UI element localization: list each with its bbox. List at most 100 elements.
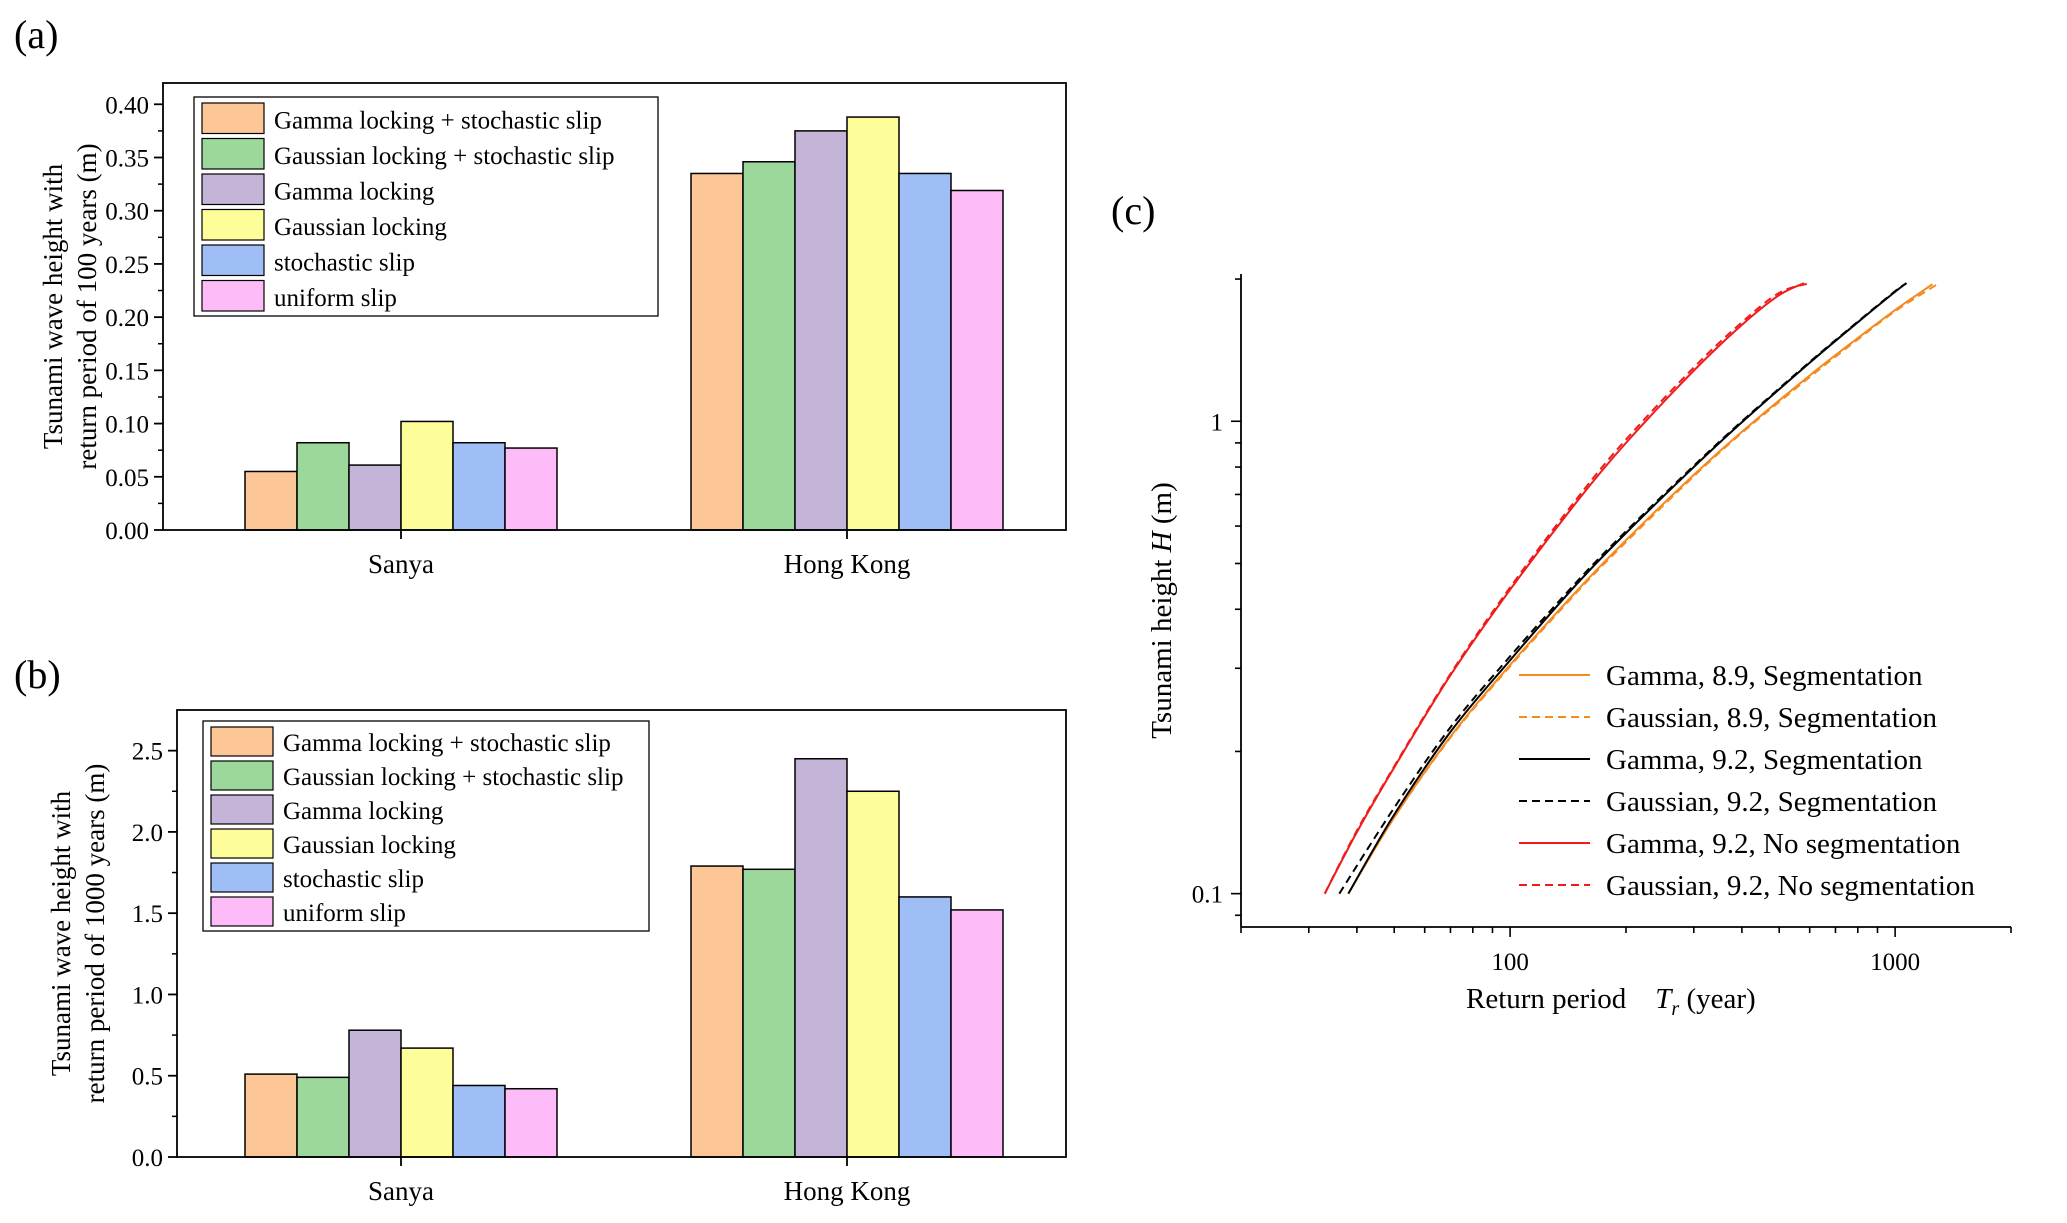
category-label-a: Hong Kong <box>784 549 911 579</box>
series-line-gaussian-8-9-segmentation <box>1347 282 1940 895</box>
category-label-b: Hong Kong <box>784 1176 911 1206</box>
legend-swatch-a <box>201 208 265 241</box>
bar-a-stochastic-slip-sanya <box>452 441 506 531</box>
y-tick-label-a: 0.05 <box>105 465 149 492</box>
legend-label-c: Gamma, 9.2, Segmentation <box>1606 744 1923 776</box>
legend-label-b: Gaussian locking + stochastic slip <box>283 764 623 791</box>
legend-label-a: stochastic slip <box>274 250 415 277</box>
x-tick-label-c: 1000 <box>1870 949 1920 976</box>
legend-label-c: Gaussian, 8.9, Segmentation <box>1606 702 1938 734</box>
bar-b-gamma-locking-stochastic-slip-sanya <box>244 1073 298 1158</box>
series-line-gamma-8-9-segmentation <box>1347 283 1933 895</box>
panel-label-c: (c) <box>1111 188 1155 233</box>
x-axis-title-c: Return period Tr (year) <box>1466 983 1756 1020</box>
y-axis-title-a: return period of 100 years (m) <box>72 143 102 469</box>
y-tick-label-b: 0.0 <box>132 1145 163 1172</box>
chart-panel-a: 0.00 0.05 0.10 0.15 0.20 0.25 0.30 0.35 0.40 Sany… <box>38 82 1067 579</box>
bar-b-uniform-slip-sanya <box>504 1087 558 1158</box>
legend-box-a <box>193 96 659 317</box>
y-axis-title-b: return period of 1000 years (m) <box>80 764 110 1104</box>
bar-b-gamma-locking-stochastic-slip-hong-kong <box>690 865 744 1158</box>
y-axis-title-b: Tsunami wave height with <box>46 790 76 1076</box>
legend-label-a: Gamma locking + stochastic slip <box>274 108 602 135</box>
bar-a-gamma-locking-stochastic-slip-sanya <box>244 470 298 531</box>
panel-label-b: (b) <box>14 652 61 697</box>
bar-a-gamma-locking-stochastic-slip-hong-kong <box>690 172 744 531</box>
series-line-gamma-9-2-segmentation <box>1347 282 1908 895</box>
legend-swatch-b <box>210 726 274 757</box>
plot-frame-b <box>176 709 1067 1158</box>
y-tick-label-a: 0.00 <box>105 518 149 545</box>
bar-a-gamma-locking-hong-kong <box>794 130 848 531</box>
bar-b-gaussian-locking-hong-kong <box>846 790 900 1158</box>
y-tick-label-c: 1 <box>1211 409 1224 436</box>
bar-b-gaussian-locking-stochastic-slip-hong-kong <box>742 868 796 1158</box>
y-tick-label-c: 0.1 <box>1192 882 1223 909</box>
bar-a-gaussian-locking-stochastic-slip-hong-kong <box>742 161 796 531</box>
legend-label-b: uniform slip <box>283 900 406 927</box>
bar-a-uniform-slip-hong-kong <box>950 189 1004 531</box>
legend-swatch-a <box>201 279 265 312</box>
y-tick-label-b: 2.0 <box>132 820 163 847</box>
y-tick-label-a: 0.35 <box>105 146 149 173</box>
y-tick-label-a: 0.25 <box>105 252 149 279</box>
y-axis-title-a: Tsunami wave height with <box>38 163 68 449</box>
legend-label-c: Gaussian, 9.2, Segmentation <box>1606 786 1938 818</box>
y-tick-label-a: 0.40 <box>105 92 149 119</box>
bar-a-gaussian-locking-hong-kong <box>846 116 900 531</box>
bar-b-stochastic-slip-hong-kong <box>898 896 952 1158</box>
y-axis-title-c: Tsunami height H (m) <box>1146 482 1178 739</box>
bar-a-gaussian-locking-sanya <box>400 420 454 531</box>
bar-a-uniform-slip-sanya <box>504 447 558 531</box>
legend-label-b: stochastic slip <box>283 866 424 893</box>
x-tick-label-c: 100 <box>1491 949 1529 976</box>
bar-a-gamma-locking-sanya <box>348 464 402 531</box>
legend-swatch-b <box>210 794 274 825</box>
bar-b-stochastic-slip-sanya <box>452 1084 506 1158</box>
legend-label-a: uniform slip <box>274 285 397 312</box>
chart-panel-b: 0.0 0.5 1.0 1.5 2.0 2.5 Sanya Hong Kong Tsunami … <box>46 709 1067 1206</box>
category-label-a: Sanya <box>368 549 434 579</box>
legend-label-b: Gaussian locking <box>283 832 456 859</box>
legend-swatch-a <box>201 173 265 206</box>
legend-label-a: Gaussian locking + stochastic slip <box>274 143 614 170</box>
panel-label-a: (a) <box>14 12 58 57</box>
legend-label-a: Gamma locking <box>274 179 435 206</box>
bar-b-gaussian-locking-stochastic-slip-sanya <box>296 1076 350 1158</box>
series-line-gaussian-9-2-segmentation <box>1338 282 1907 895</box>
legend-label-b: Gamma locking + stochastic slip <box>283 730 611 757</box>
category-label-b: Sanya <box>368 1176 434 1206</box>
y-tick-label-b: 2.5 <box>132 739 163 766</box>
legend-label-c: Gaussian, 9.2, No segmentation <box>1606 870 1975 902</box>
legend-box-b <box>202 720 650 932</box>
bar-b-gamma-locking-hong-kong <box>794 758 848 1158</box>
legend-swatch-a <box>201 137 265 170</box>
y-tick-label-b: 1.5 <box>132 901 163 928</box>
y-tick-label-a: 0.30 <box>105 199 149 226</box>
legend-swatch-b <box>210 896 274 927</box>
y-tick-label-a: 0.10 <box>105 412 149 439</box>
series-line-gamma-9-2-no-segmentation <box>1323 282 1805 895</box>
legend-label-c: Gamma, 9.2, No segmentation <box>1606 828 1961 860</box>
legend-label-c: Gamma, 8.9, Segmentation <box>1606 660 1923 692</box>
bar-b-gaussian-locking-sanya <box>400 1047 454 1158</box>
legend-swatch-b <box>210 760 274 791</box>
bar-a-gaussian-locking-stochastic-slip-sanya <box>296 441 350 531</box>
legend-swatch-a <box>201 102 265 135</box>
legend-label-a: Gaussian locking <box>274 214 447 241</box>
series-line-gaussian-9-2-no-segmentation <box>1323 282 1810 895</box>
chart-panel-c: 100 1000 0.1 1 Return period Tr (year) Tsunam… <box>1146 274 2012 1020</box>
y-tick-label-a: 0.15 <box>105 358 149 385</box>
plot-frame-a <box>162 82 1067 531</box>
bar-a-stochastic-slip-hong-kong <box>898 172 952 531</box>
legend-label-b: Gamma locking <box>283 798 444 825</box>
legend-swatch-b <box>210 862 274 893</box>
y-tick-label-b: 0.5 <box>132 1064 163 1091</box>
legend-swatch-b <box>210 828 274 859</box>
bar-b-gamma-locking-sanya <box>348 1029 402 1158</box>
y-tick-label-b: 1.0 <box>132 982 163 1009</box>
legend-swatch-a <box>201 244 265 277</box>
bar-b-uniform-slip-hong-kong <box>950 909 1004 1158</box>
y-tick-label-a: 0.20 <box>105 305 149 332</box>
